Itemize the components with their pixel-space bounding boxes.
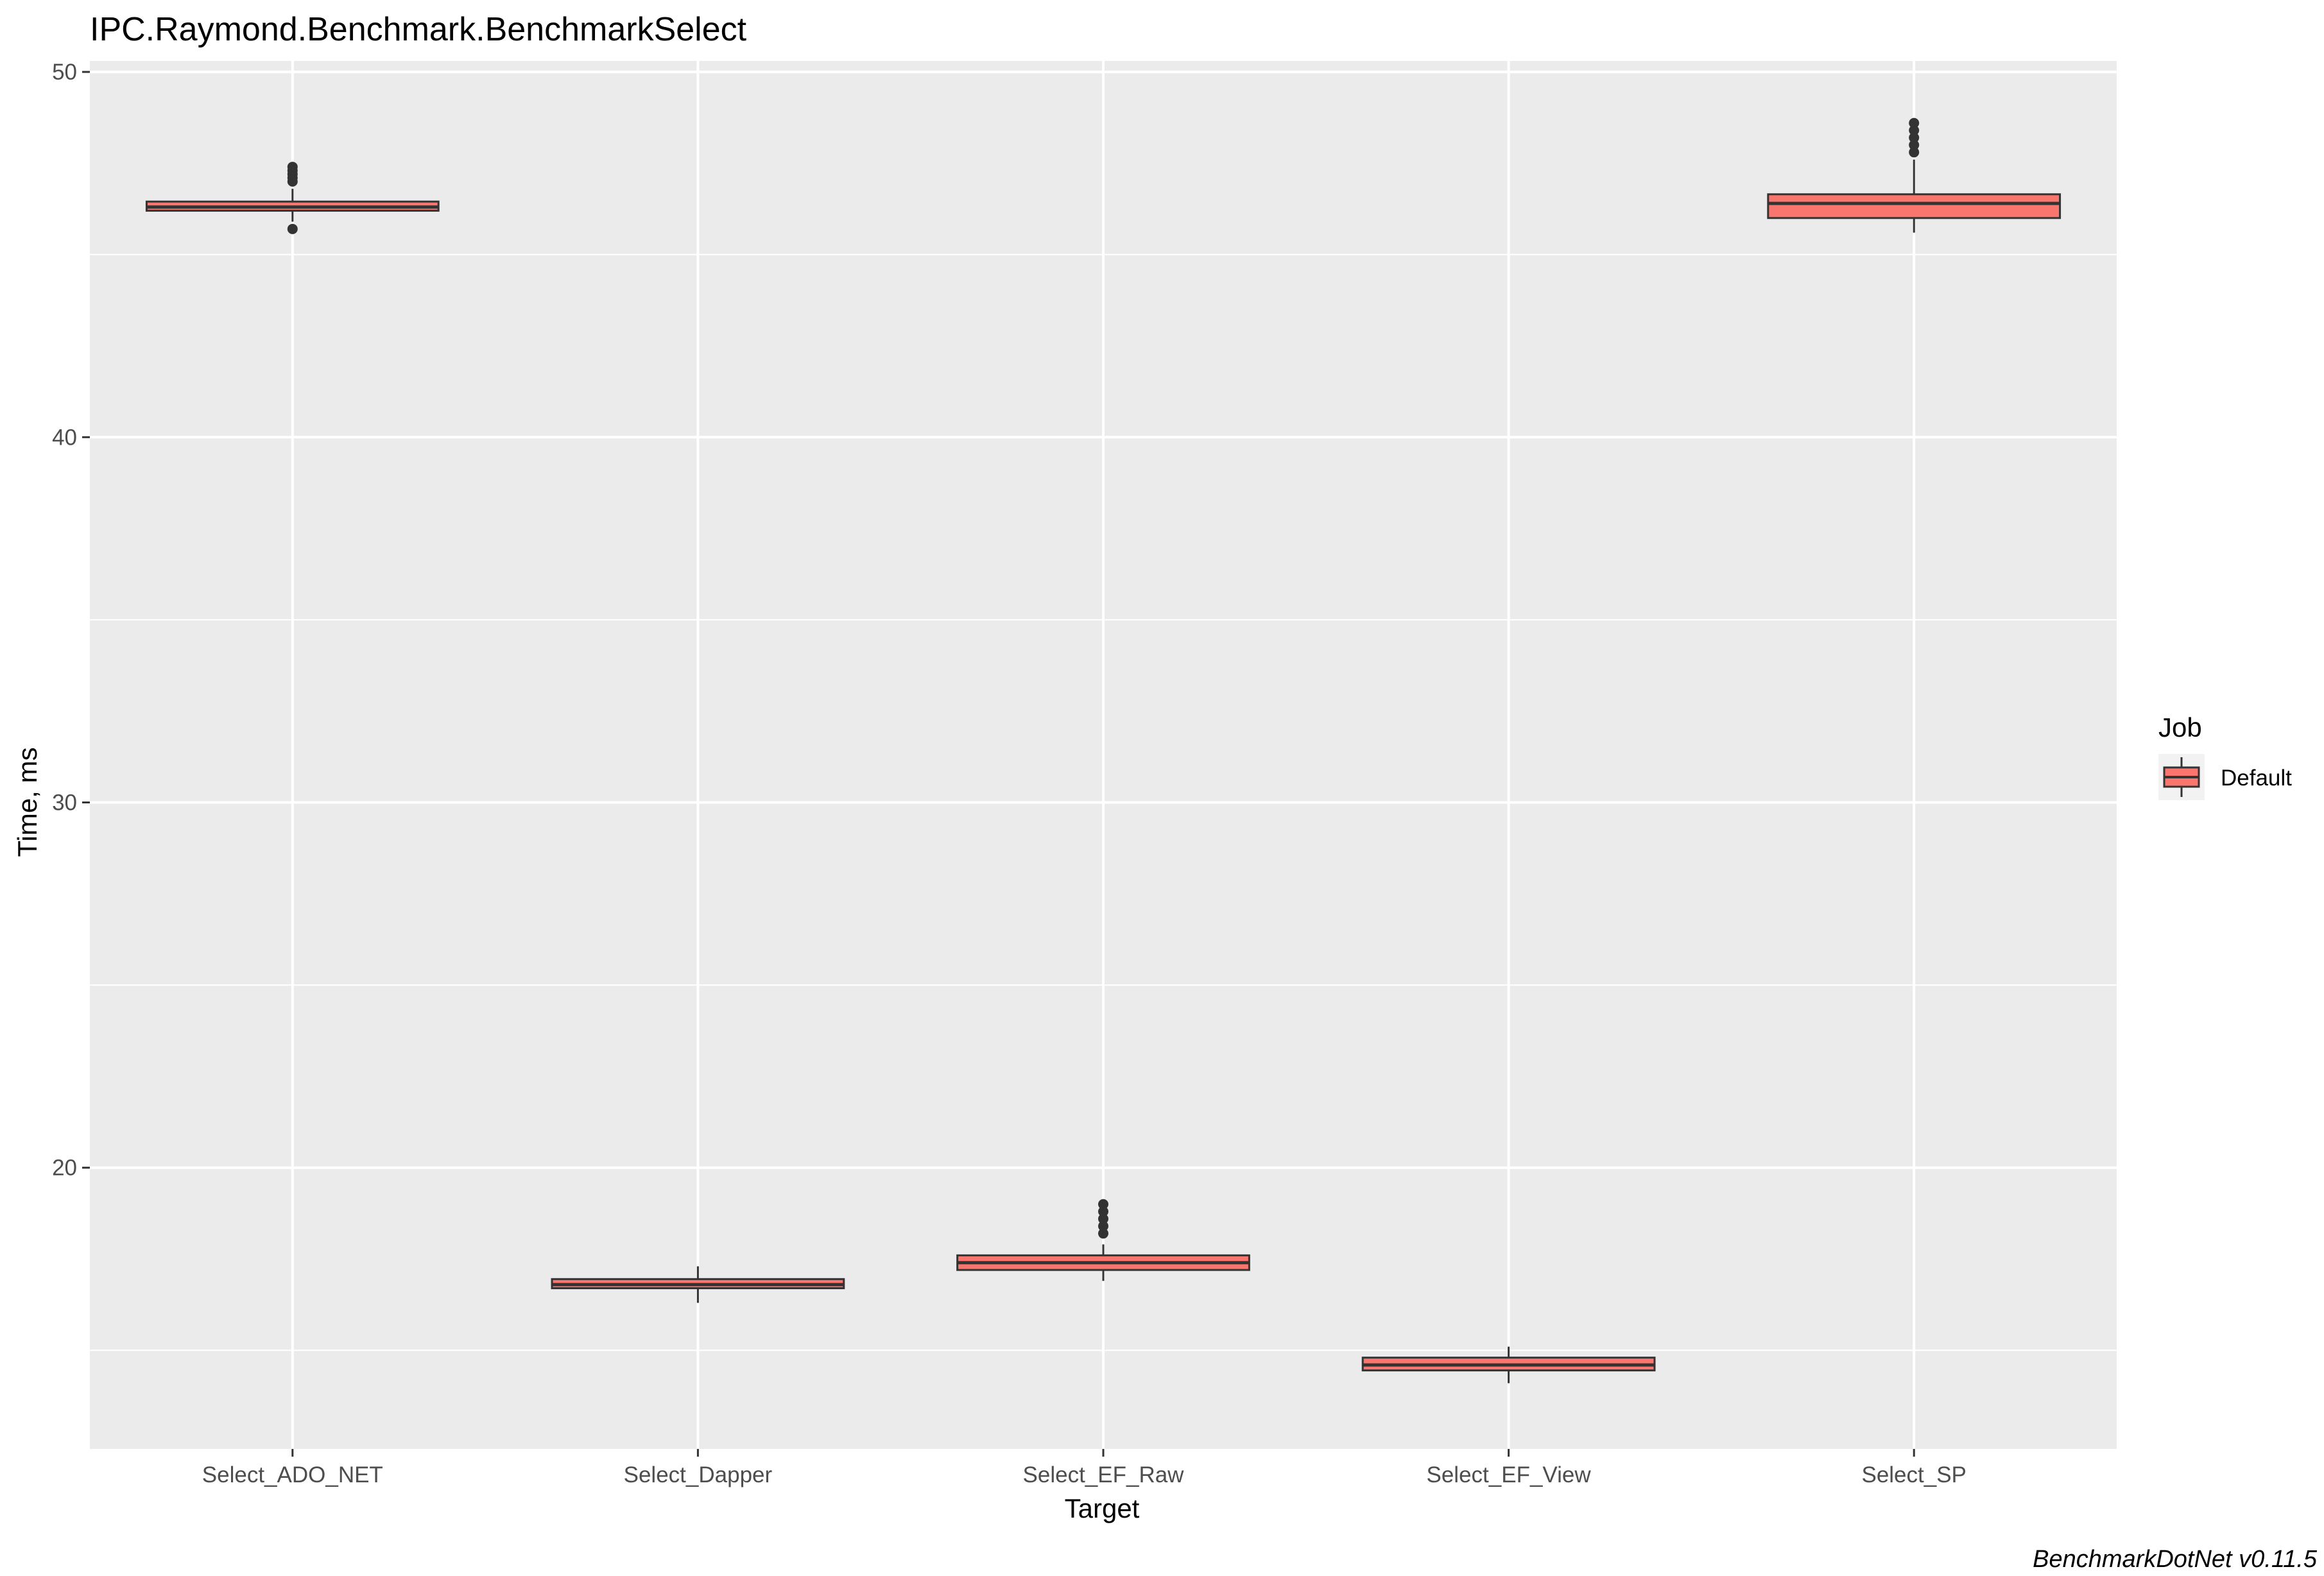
outlier-point [1098, 1206, 1108, 1217]
outlier-point [1909, 117, 1920, 128]
outlier-point [287, 162, 298, 173]
y-axis-title: Time, ms [12, 747, 42, 857]
box-iqr [1767, 193, 2061, 219]
y-tick-label: 50 [52, 60, 77, 85]
legend: Job Default [2158, 712, 2292, 800]
outlier-point [1098, 1228, 1108, 1239]
y-tick-label: 20 [52, 1156, 77, 1181]
outlier-point [1909, 132, 1920, 143]
box-Select_EF_Raw [956, 1199, 1250, 1281]
x-tick-label: Select_EF_View [1427, 1462, 1592, 1487]
box-Select_EF_View [1361, 1346, 1656, 1383]
x-tick-label: Select_SP [1861, 1462, 1966, 1487]
legend-label-default: Default [2221, 766, 2292, 791]
box-Select_ADO_NET [145, 162, 440, 234]
box-Select_Dapper [551, 1266, 845, 1303]
x-axis-title: Target [1065, 1493, 1140, 1523]
outlier-point [1098, 1221, 1108, 1231]
axes: 20 30 40 50 Select_ADO_NET Select_Dapper Selec… [52, 60, 1967, 1487]
legend-title: Job [2158, 712, 2202, 742]
outlier-point [1098, 1199, 1108, 1210]
x-tick-label: Select_ADO_NET [202, 1462, 383, 1487]
x-tick-label: Select_Dapper [624, 1462, 773, 1487]
outlier-point [1909, 125, 1920, 136]
outlier-point [1909, 147, 1920, 158]
box-Select_SP [1767, 117, 2061, 233]
y-tick-label: 40 [52, 425, 77, 450]
chart-title: IPC.Raymond.Benchmark.BenchmarkSelect [90, 11, 747, 48]
x-tick-label: Select_EF_Raw [1023, 1462, 1185, 1487]
outlier-point [1098, 1213, 1108, 1224]
outlier-point [287, 223, 298, 234]
caption: BenchmarkDotNet v0.11.5 [2033, 1546, 2318, 1573]
y-tick-label: 30 [52, 790, 77, 815]
boxes [145, 117, 2061, 1383]
outlier-point [1909, 139, 1920, 150]
